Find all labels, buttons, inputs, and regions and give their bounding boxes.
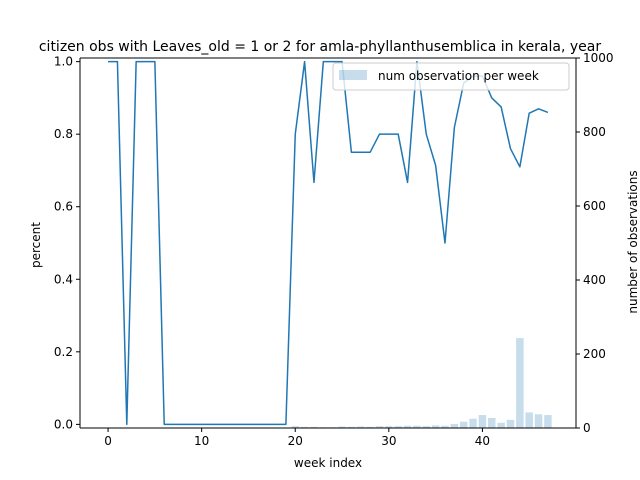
bar — [431, 425, 440, 428]
y-tick-label-left: 0.2 — [54, 345, 73, 359]
bar — [310, 426, 318, 428]
bar — [459, 421, 468, 428]
y-tick-label-right: 600 — [583, 199, 606, 213]
bar-series — [104, 338, 552, 428]
bar — [478, 415, 487, 428]
bar — [403, 425, 412, 428]
y-tick-label-left: 0.4 — [54, 272, 73, 286]
x-tick-label: 30 — [381, 434, 396, 448]
x-tick-label: 0 — [104, 434, 112, 448]
bar — [525, 412, 533, 428]
bar — [413, 425, 421, 428]
bar — [488, 418, 496, 428]
y-tick-label-right: 800 — [583, 125, 606, 139]
y-tick-label-left: 0.6 — [54, 200, 73, 214]
ticks: 0 10 20 30 40 0.0 0.2 0.4 0.6 0.8 1.0 0 200 400 600 800… — [54, 51, 614, 448]
y-tick-label-right: 1000 — [583, 51, 614, 65]
percent-line — [108, 60, 549, 426]
y-axis-label-left: percent — [29, 222, 43, 268]
bar — [347, 426, 356, 428]
y-tick-label-left: 0.0 — [54, 417, 73, 431]
y-tick-label-left: 1.0 — [54, 55, 73, 69]
bar — [506, 419, 515, 428]
bar — [497, 422, 505, 428]
x-tick-label: 10 — [194, 434, 209, 448]
legend-box — [332, 62, 570, 91]
y-tick-label-right: 200 — [583, 347, 606, 361]
bar — [516, 338, 524, 428]
bar — [357, 426, 365, 428]
bar — [544, 415, 552, 428]
y-tick-label-right: 0 — [583, 421, 591, 435]
bar — [300, 426, 309, 428]
x-axis-label: week index — [294, 456, 362, 470]
bar — [291, 426, 299, 428]
legend: num observation per week — [332, 62, 570, 91]
bar — [338, 426, 346, 428]
axes — [79, 57, 577, 429]
bar — [394, 426, 402, 428]
bar — [366, 426, 374, 428]
x-tick-label: 20 — [288, 434, 303, 448]
x-tick-label: 40 — [475, 434, 490, 448]
y-tick-label-right: 400 — [583, 273, 606, 287]
chart-title: citizen obs with Leaves_old = 1 or 2 for… — [39, 39, 602, 55]
bar — [422, 426, 431, 428]
bar — [441, 425, 449, 428]
bar — [469, 418, 477, 428]
bar — [375, 426, 384, 428]
bar — [385, 426, 393, 428]
y-axis-label-right: number of observations — [626, 170, 640, 313]
line-series — [108, 60, 549, 426]
bar — [450, 423, 459, 428]
legend-entry: num observation per week — [378, 69, 539, 83]
legend-swatch — [339, 70, 367, 80]
y-tick-label-left: 0.8 — [54, 127, 73, 141]
bar — [534, 414, 543, 428]
